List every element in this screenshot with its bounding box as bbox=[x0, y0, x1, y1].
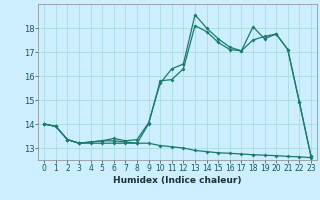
X-axis label: Humidex (Indice chaleur): Humidex (Indice chaleur) bbox=[113, 176, 242, 185]
